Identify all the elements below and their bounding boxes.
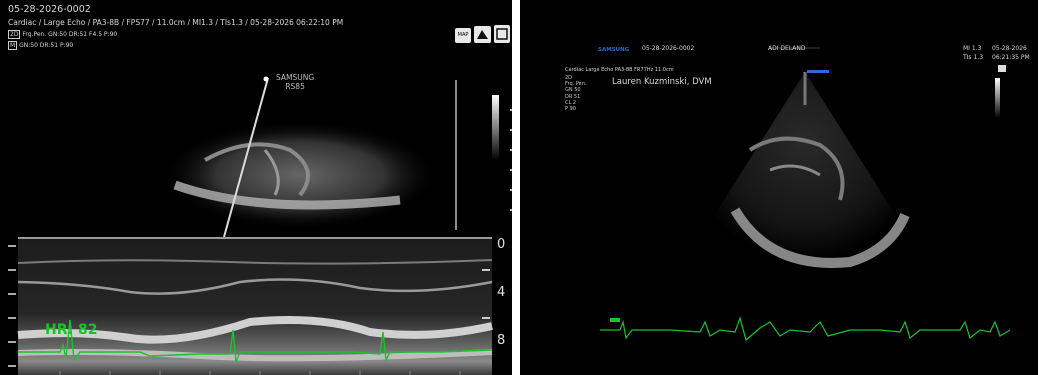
acquisition-header: Cardiac / Large Echo / PA3-8B / FPS77 / … <box>8 18 344 27</box>
m-mode-cursor[interactable] <box>223 77 269 238</box>
depth-label-4: 4 <box>497 285 506 300</box>
left-ultrasound-panel: 05-28-2026-0002 Cardiac / Large Echo / P… <box>0 0 512 375</box>
focus-marker <box>807 70 829 73</box>
m-mode-left-ticks <box>8 245 16 367</box>
right-image-graphics <box>600 47 1011 342</box>
time-ticks <box>59 371 461 375</box>
m-params: GN:50 DR:51 P:90 <box>19 42 74 49</box>
param-item: CL 2 <box>565 99 577 106</box>
scale-ticks <box>510 109 512 211</box>
sector-echo-image <box>160 120 440 230</box>
clinic-name: ADI DELAND <box>768 45 806 52</box>
ventricle-wall <box>204 142 310 197</box>
watermark-brand: SAMSUNG <box>276 73 315 82</box>
probe-watermark: SAMSUNG RS85 <box>276 73 314 91</box>
right-patient-id: 05-28-2026-0002 <box>642 45 695 52</box>
right-probe-marker <box>998 65 1006 72</box>
map-icon[interactable]: MAP <box>455 28 471 43</box>
param-item: P 90 <box>565 106 576 113</box>
param-item: 2D <box>565 75 573 81</box>
ecg-trace <box>18 319 493 363</box>
cursor-handle[interactable] <box>263 76 269 82</box>
m-mode-posterior-wall <box>17 316 493 344</box>
watermark-model: RS85 <box>285 82 305 91</box>
pericardium-echo <box>173 180 401 210</box>
m-params-row: M GN:50 DR:51 P:90 <box>8 41 74 50</box>
preset-line: Cardiac Large Echo PA3-8B FR77Hz 11.0cm <box>565 67 674 73</box>
right-param-list: 2D Frq. Pen. GN 50 DR 51 CL 2 P 90 <box>565 75 587 112</box>
right-ecg-trace <box>600 316 1011 342</box>
echo-sector <box>705 72 905 270</box>
m-mode-wall-trace <box>17 278 493 295</box>
2d-params-row: 2D Frq.Pen. GN:50 DR:51 F4.5 P:90 <box>8 30 118 39</box>
depth-label-0: 0 <box>497 237 506 252</box>
2d-mode-tag: 2D <box>8 30 21 39</box>
frame-icon[interactable] <box>494 25 510 43</box>
right-grayscale-bar <box>995 78 1000 118</box>
grayscale-bar <box>492 95 499 160</box>
tis-value: TIs 1.3 <box>963 54 984 61</box>
heart-rate-readout: HR: 82 <box>45 322 98 338</box>
param-item: DR 51 <box>565 93 581 100</box>
param-item: GN 50 <box>565 87 581 94</box>
septum-echo <box>263 149 280 196</box>
left-image-graphics <box>8 76 512 375</box>
lv-posterior-wall <box>730 207 910 268</box>
m-mode-depth-ticks <box>482 269 490 319</box>
exam-date-id: 05-28-2026-0002 <box>8 4 91 15</box>
brand-logo: SAMSUNG <box>598 47 630 53</box>
right-exam-date: 05-28-2026 <box>992 45 1027 52</box>
mi-value: MI 1.3 <box>963 45 982 52</box>
param-item: Frq. Pen. <box>565 81 587 88</box>
right-exam-time: 06:21:35 PM <box>992 54 1030 61</box>
operator-name: Lauren Kuzminski, DVM <box>612 77 712 87</box>
lv-chamber-wall <box>748 136 845 201</box>
probe-icon[interactable] <box>474 26 491 43</box>
depth-label-8: 8 <box>497 333 506 348</box>
m-mode-tag: M <box>8 41 18 50</box>
2d-params: Frq.Pen. GN:50 DR:51 F4.5 P:90 <box>22 31 118 38</box>
right-ultrasound-panel: SAMSUNG 05-28-2026-0002 ADI DELAND MI 1.… <box>520 0 1038 375</box>
